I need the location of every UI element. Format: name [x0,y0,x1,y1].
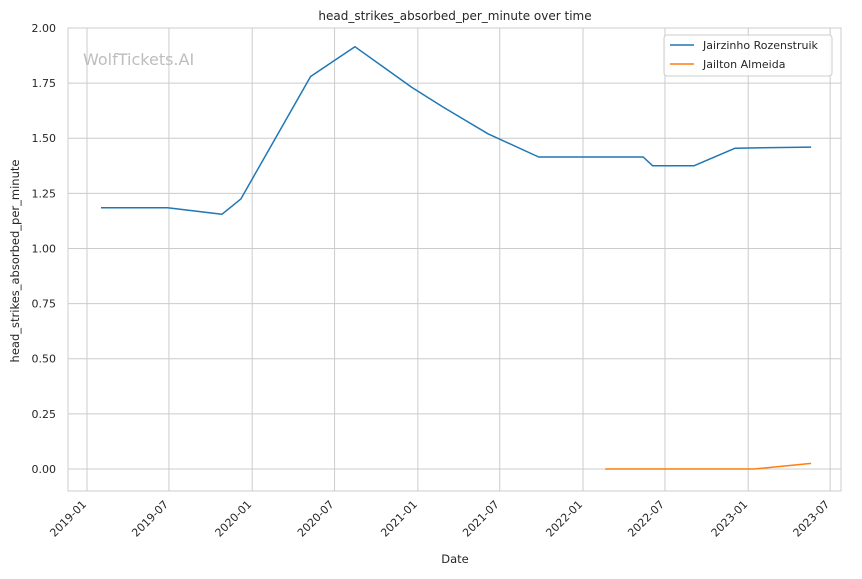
y-tick-label: 0.00 [32,463,57,476]
legend-label-jailton-almeida: Jailton Almeida [702,58,785,71]
y-tick-label: 1.50 [32,132,57,145]
chart-title: head_strikes_absorbed_per_minute over ti… [318,9,591,23]
y-tick-label: 2.00 [32,22,57,35]
legend: Jairzinho Rozenstruik Jailton Almeida [663,34,833,77]
legend-label-jairzinho-rozenstruik: Jairzinho Rozenstruik [702,39,819,52]
y-tick-label: 1.75 [32,77,57,90]
series-lines [101,45,812,470]
x-axis-title: Date [441,552,469,566]
y-tick-label: 1.00 [32,242,57,255]
y-tick-label: 0.50 [32,353,57,366]
y-axis-ticks: 0.00 0.25 0.50 0.75 1.00 1.25 1.50 1.75 2.00 [32,22,57,476]
watermark-text: WolfTickets.AI [83,50,194,69]
series-line-jailton-almeida [605,462,812,470]
legend-box [663,34,833,77]
y-tick-label: 1.25 [32,187,57,200]
plot-area [67,27,842,492]
y-axis-title: head_strikes_absorbed_per_minute [8,160,22,363]
y-tick-label: 0.75 [32,298,57,311]
y-tick-label: 0.25 [32,408,57,421]
series-line-jairzinho-rozenstruik [101,45,812,216]
